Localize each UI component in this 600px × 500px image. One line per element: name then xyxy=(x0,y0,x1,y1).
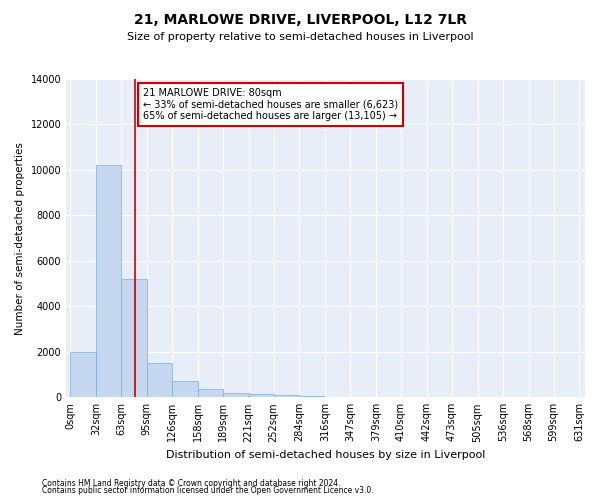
Bar xyxy=(70,352,96,398)
Text: 21, MARLOWE DRIVE, LIVERPOOL, L12 7LR: 21, MARLOWE DRIVE, LIVERPOOL, L12 7LR xyxy=(133,12,467,26)
Bar xyxy=(121,279,147,398)
Text: Size of property relative to semi-detached houses in Liverpool: Size of property relative to semi-detach… xyxy=(127,32,473,42)
X-axis label: Distribution of semi-detached houses by size in Liverpool: Distribution of semi-detached houses by … xyxy=(166,450,485,460)
Text: Contains public sector information licensed under the Open Government Licence v3: Contains public sector information licen… xyxy=(42,486,374,495)
Bar xyxy=(248,394,274,398)
Y-axis label: Number of semi-detached properties: Number of semi-detached properties xyxy=(15,142,25,334)
Bar xyxy=(223,393,248,398)
Text: Contains HM Land Registry data © Crown copyright and database right 2024.: Contains HM Land Registry data © Crown c… xyxy=(42,478,341,488)
Bar xyxy=(325,396,350,398)
Bar xyxy=(147,363,172,398)
Bar xyxy=(172,382,197,398)
Text: 21 MARLOWE DRIVE: 80sqm
← 33% of semi-detached houses are smaller (6,623)
65% of: 21 MARLOWE DRIVE: 80sqm ← 33% of semi-de… xyxy=(143,88,398,122)
Bar xyxy=(197,388,223,398)
Bar xyxy=(299,396,325,398)
Bar xyxy=(96,166,121,398)
Bar xyxy=(274,395,299,398)
